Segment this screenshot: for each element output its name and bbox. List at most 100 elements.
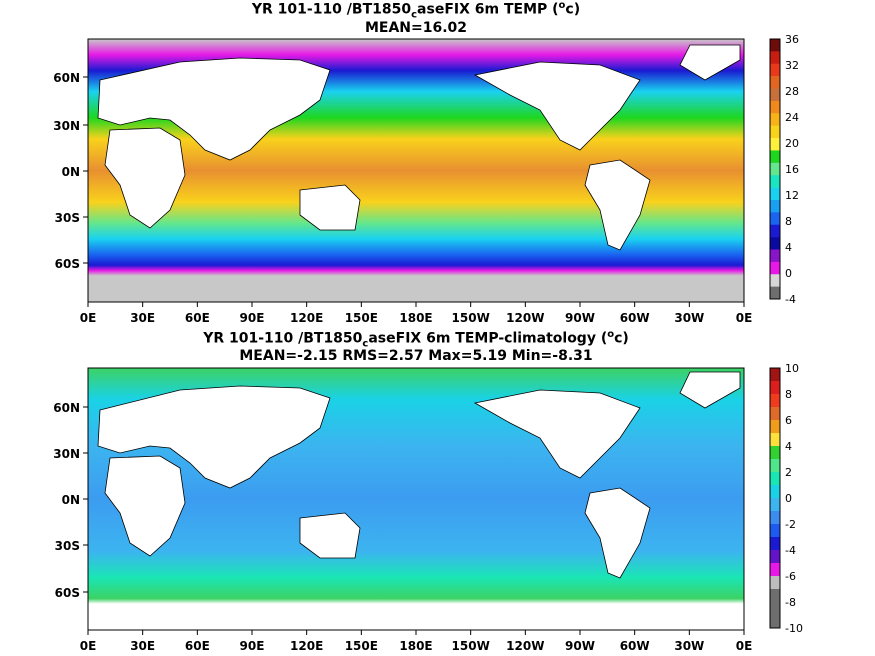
colorbar-segment [770,537,780,551]
colorbar-segment [770,602,780,616]
colorbar-segment [770,76,780,89]
x-tick-label: 120W [506,639,544,653]
colorbar-segment [770,394,780,408]
colorbar-segment [770,550,780,564]
colorbar-segment [770,39,780,52]
y-tick-label: 0N [62,493,80,507]
y-tick-label: 60N [53,71,80,85]
colorbar-segment [770,212,780,226]
colorbar-label: -10 [785,622,803,635]
x-tick-label: 120W [506,311,544,325]
x-tick-label: 90E [240,311,265,325]
y-tick-label: 30S [55,539,80,553]
colorbar-segment [770,511,780,525]
south-america-land [584,159,651,251]
colorbar-label: 8 [785,388,792,401]
colorbar-segment [770,498,780,512]
colorbar-segment [770,125,780,139]
colorbar-segment [770,472,780,486]
colorbar-label: 6 [785,414,792,427]
colorbar-label: 4 [785,440,792,453]
colorbar-segment [770,407,780,421]
colorbar-segment [770,187,780,201]
plot1-subtitle: MEAN=16.02 [364,20,468,36]
colorbar-segment [770,237,780,250]
x-tick-label: 150E [345,311,378,325]
colorbar-label: -6 [785,570,796,583]
colorbar-segment [770,446,780,460]
colorbar-label: 36 [785,33,799,46]
x-tick-label: 60E [185,639,210,653]
x-tick-label: 0E [736,311,753,325]
y-tick-label: 60N [53,401,80,415]
y-tick-label: 30S [55,211,80,225]
colorbar-segment [770,381,780,395]
colorbar-segment [770,589,780,603]
y-tick-label: 0N [62,165,80,179]
plot2-title: YR 101-110 /BT1850caseFIX 6m TEMP-climat… [203,329,629,350]
colorbar-label: -4 [785,544,796,557]
y-tick-label: 60S [55,586,80,600]
x-tick-label: 150E [345,639,378,653]
x-tick-label: 150W [452,311,490,325]
colorbar-segment [770,162,780,176]
north-america-land-2 [473,389,641,479]
colorbar-label: 4 [785,241,792,254]
colorbar-label: 12 [785,189,799,202]
colorbar-border [769,367,781,629]
plot1-title: YR 101-110 /BT1850caseFIX 6m TEMP (oc) [251,0,581,21]
x-tick-label: 0E [80,311,97,325]
north-america-land [473,61,641,151]
colorbar-segment [770,524,780,538]
colorbar-segment [770,249,780,263]
africa-land [104,127,186,229]
greenland-land [679,44,741,81]
plot2-subtitle: MEAN=-2.15 RMS=2.57 Max=5.19 Min=-8.31 [239,348,593,364]
colorbar-label: 0 [785,492,792,505]
colorbar-segment [770,150,780,164]
colorbar-label: -4 [785,293,796,306]
colorbar-segment [770,274,780,287]
greenland-land-2 [679,371,741,409]
colorbar-segment [770,459,780,473]
colorbar-label: -8 [785,596,796,609]
colorbar-label: 32 [785,59,799,72]
x-tick-label: 30W [674,639,704,653]
colorbar-label: -2 [785,518,796,531]
x-tick-label: 60W [620,311,650,325]
colorbar-segment [770,199,780,213]
colorbar-segment [770,563,780,577]
y-tick-label: 30N [53,119,80,133]
colorbar-segment [770,420,780,434]
colorbar-segment [770,175,780,188]
x-tick-label: 90E [240,639,265,653]
colorbar-segment [770,51,780,65]
colorbar-segment [770,485,780,499]
colorbar-segment [770,576,780,590]
x-tick-label: 90W [565,311,595,325]
colorbar-segment [770,113,780,126]
colorbar-label: 8 [785,215,792,228]
x-tick-label: 30E [130,311,155,325]
colorbar-segment [770,63,780,77]
x-tick-label: 180E [399,639,432,653]
colorbar-label: 28 [785,85,799,98]
colorbar-segment [770,138,780,151]
colorbar-label: 10 [785,362,799,375]
colorbar-label: 16 [785,163,799,176]
colorbar-border [769,38,781,300]
x-tick-label: 120E [290,311,323,325]
x-tick-label: 0E [736,639,753,653]
x-tick-label: 180E [399,311,432,325]
x-tick-label: 30W [674,311,704,325]
colorbar-segment [770,261,780,275]
map-panel-2 [87,367,745,631]
africa-land-2 [104,455,186,557]
x-tick-label: 60E [185,311,210,325]
australia-land-2 [299,512,361,559]
colorbar-segment [770,224,780,238]
y-tick-label: 30N [53,447,80,461]
y-tick-label: 60S [55,257,80,271]
colorbar-segment [770,100,780,114]
